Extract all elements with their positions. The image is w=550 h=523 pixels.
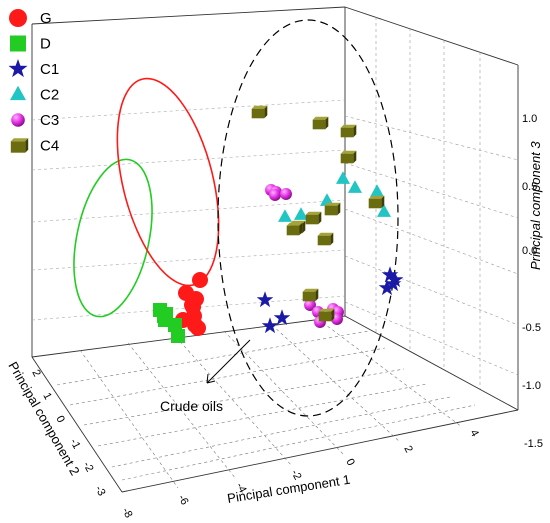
legend-symbol-g xyxy=(9,9,27,27)
marker-c3 xyxy=(304,299,316,311)
marker-c1 xyxy=(273,309,291,326)
marker-c4 xyxy=(318,308,335,322)
marker-c2 xyxy=(377,204,391,217)
z-tick-label: -0.5 xyxy=(522,322,541,334)
y-axis-ticks: -3 -2 -1 0 1 2 xyxy=(29,368,107,498)
z-axis-ticks: -1.5 -1.0 -0.5 0.0 0.5 1.0 xyxy=(522,113,543,450)
z-tick-label: -1.0 xyxy=(522,380,541,392)
legend-label-c2: C2 xyxy=(40,87,59,104)
legend: GD C1 C2 C3 C4 xyxy=(8,9,59,155)
x-axis-label: Pincipal component 1 xyxy=(226,472,351,506)
legend-label-c1: C1 xyxy=(40,61,59,78)
marker-d xyxy=(171,329,185,343)
marker-c1 xyxy=(384,275,402,292)
legend-symbol-c2 xyxy=(10,85,26,101)
marker-g xyxy=(190,320,206,336)
marker-c1 xyxy=(256,291,274,308)
y-tick-label: 0 xyxy=(53,414,66,425)
marker-c3 xyxy=(269,189,281,201)
marker-c4 xyxy=(286,222,303,236)
marker-c4 xyxy=(312,116,329,130)
legend-label-c4: C4 xyxy=(40,138,59,155)
marker-c4 xyxy=(305,211,322,225)
z-axis-label: Principal component 3 xyxy=(528,141,543,270)
legend-symbol-c3 xyxy=(11,113,25,127)
marker-c4 xyxy=(251,105,268,119)
marker-c4 xyxy=(368,195,385,209)
annotation-arrow xyxy=(206,339,251,384)
legend-symbol-c4 xyxy=(10,138,29,153)
floor-grid xyxy=(56,318,476,489)
z-tick-label: 1.0 xyxy=(522,113,537,125)
marker-g xyxy=(192,272,208,288)
marker-c4 xyxy=(340,150,357,164)
marker-c2 xyxy=(336,171,350,184)
x-tick-label: 2 xyxy=(401,444,414,455)
cluster-ellipse-g xyxy=(116,77,220,287)
marker-c3 xyxy=(280,188,292,200)
z-tick-label: -1.5 xyxy=(524,438,543,450)
marker-c4 xyxy=(340,124,357,138)
cluster-ellipse-d xyxy=(73,158,153,318)
back-wall-grid xyxy=(344,17,519,389)
marker-c1 xyxy=(386,271,404,288)
x-tick-label: -6 xyxy=(175,493,190,507)
marker-c1 xyxy=(378,279,396,296)
marker-c2 xyxy=(278,209,292,222)
legend-label-c3: C3 xyxy=(40,112,59,129)
annotation-arrowhead xyxy=(206,373,216,384)
marker-c1 xyxy=(261,317,279,334)
legend-symbol-d xyxy=(10,35,26,52)
axis-box xyxy=(31,6,519,493)
z-tick-label: 0.5 xyxy=(522,181,537,193)
marker-c4 xyxy=(324,202,341,216)
legend-symbol-c1 xyxy=(8,59,28,78)
marker-c2 xyxy=(294,207,308,220)
x-tick-label: -8 xyxy=(119,506,134,520)
data-markers xyxy=(153,105,404,343)
marker-c1 xyxy=(381,266,399,283)
marker-d xyxy=(168,318,182,332)
y-tick-label: 1 xyxy=(40,391,53,402)
legend-label-d: D xyxy=(40,36,51,53)
y-tick-label: 2 xyxy=(29,368,42,379)
y-axis-label: Principal component 2 xyxy=(5,359,82,478)
marker-c4 xyxy=(302,288,319,302)
x-axis-ticks: -8 -6 -4 -2 0 2 4 xyxy=(119,428,480,520)
y-tick-label: -2 xyxy=(80,460,95,474)
cluster-ellipse-crude-oils xyxy=(217,19,399,417)
marker-c2 xyxy=(348,180,362,193)
x-tick-label: 4 xyxy=(467,428,480,439)
z-tick-label: 0.0 xyxy=(522,245,537,257)
legend-label-g: G xyxy=(40,10,52,27)
marker-c2 xyxy=(370,184,384,197)
marker-c4 xyxy=(317,232,334,246)
x-tick-label: 0 xyxy=(343,457,356,468)
annotation-crude-oils: Crude oils xyxy=(160,398,223,414)
y-tick-label: -3 xyxy=(92,484,107,498)
